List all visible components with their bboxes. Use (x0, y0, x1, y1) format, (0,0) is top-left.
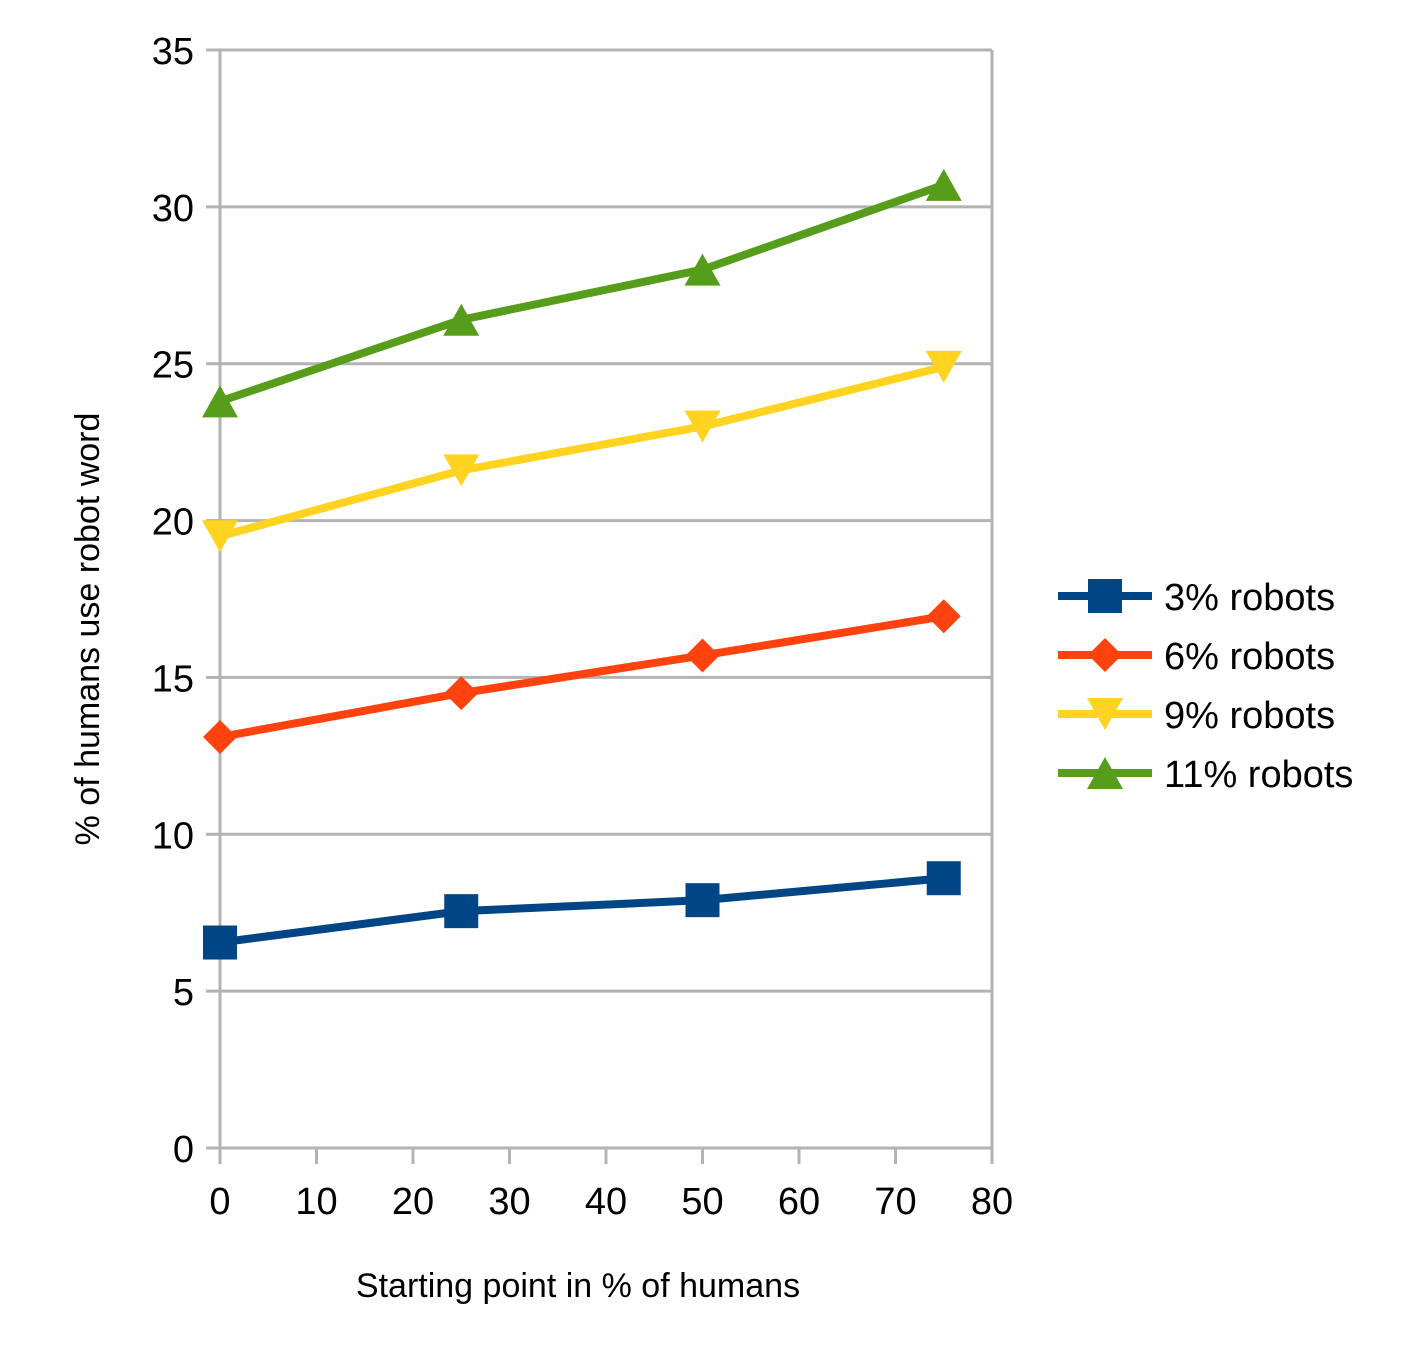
y-tick-label-20: 20 (152, 502, 194, 544)
data-point-2-3 (925, 350, 962, 383)
legend-swatch-marker-0 (1088, 579, 1122, 613)
y-tick-label-30: 30 (152, 188, 194, 230)
x-tick-label-30: 30 (488, 1181, 530, 1223)
x-tick-label-80: 80 (971, 1181, 1013, 1223)
y-tick-label-25: 25 (152, 345, 194, 387)
axes (206, 48, 994, 1164)
x-tick-label-10: 10 (295, 1181, 337, 1223)
grid-lines (220, 48, 992, 993)
x-tick-label-70: 70 (874, 1181, 916, 1223)
legend-swatch-marker-1 (1088, 638, 1122, 672)
data-point-1-1 (444, 676, 479, 711)
data-point-0-0 (203, 925, 237, 960)
series-3 (202, 168, 962, 418)
y-tick-label-5: 5 (173, 972, 194, 1014)
data-point-3-2 (684, 253, 721, 286)
data-point-1-3 (926, 599, 961, 634)
x-tick-label-40: 40 (585, 1181, 627, 1223)
data-point-2-2 (684, 410, 721, 443)
y-tick-label-0: 0 (173, 1129, 194, 1171)
series-2 (202, 350, 962, 553)
legend: 3% robots 6% robots 9% robots 11% robots (1058, 577, 1353, 796)
data-point-2-1 (443, 454, 480, 487)
legend-label-2: 9% robots (1164, 695, 1335, 737)
y-tick-labels: 0 5 10 15 20 25 30 35 (152, 31, 194, 1171)
x-tick-label-60: 60 (778, 1181, 820, 1223)
data-point-1-0 (203, 720, 237, 755)
data-point-1-2 (685, 638, 720, 673)
x-axis-title: Starting point in % of humans (356, 1267, 800, 1305)
series-line-2 (216, 362, 948, 541)
legend-label-0: 3% robots (1164, 577, 1335, 619)
x-tick-label-50: 50 (681, 1181, 723, 1223)
data-point-0-1 (444, 894, 479, 929)
series-0 (203, 861, 961, 960)
legend-item-3: 11% robots (1058, 754, 1353, 796)
series-line-1 (216, 612, 948, 742)
series-1 (203, 599, 961, 755)
legend-item-1: 6% robots (1058, 636, 1335, 678)
x-tick-label-0: 0 (209, 1181, 230, 1223)
data-point-2-0 (202, 520, 238, 553)
legend-item-2: 9% robots (1058, 695, 1335, 737)
y-axis-title: % of humans use robot word (69, 413, 107, 846)
y-tick-label-15: 15 (152, 658, 194, 700)
data-point-3-0 (202, 385, 238, 418)
data-point-3-3 (925, 168, 962, 201)
legend-swatch-marker-3 (1087, 757, 1123, 789)
legend-swatch-marker-2 (1087, 698, 1123, 730)
series-line-3 (216, 180, 948, 406)
legend-label-3: 11% robots (1164, 754, 1353, 796)
series-lines (202, 168, 962, 960)
x-tick-label-20: 20 (392, 1181, 434, 1223)
legend-label-1: 6% robots (1164, 636, 1335, 678)
y-tick-label-10: 10 (152, 815, 194, 857)
data-point-3-1 (443, 303, 480, 336)
data-point-0-2 (685, 883, 720, 918)
legend-item-0: 3% robots (1058, 577, 1335, 619)
x-tick-labels: 0 10 20 30 40 50 60 70 80 (209, 1181, 1013, 1223)
data-point-0-3 (926, 861, 961, 896)
y-tick-label-35: 35 (152, 31, 194, 73)
series-line-0 (216, 874, 948, 947)
